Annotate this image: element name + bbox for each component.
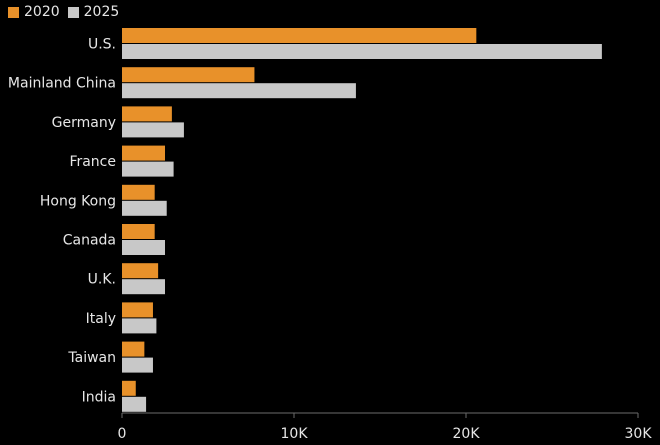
category-label: Canada xyxy=(63,233,116,249)
bar-2020 xyxy=(122,184,155,200)
x-tick-label: 0 xyxy=(118,426,127,442)
legend-label-2020: 2020 xyxy=(24,4,60,20)
bar-2025 xyxy=(122,318,157,334)
category-label: Italy xyxy=(86,311,116,327)
x-tick-label: 30K xyxy=(625,426,653,442)
bar-2020 xyxy=(122,263,159,279)
bar-2020 xyxy=(122,106,172,122)
bar-2025 xyxy=(122,200,167,216)
bar-2025 xyxy=(122,161,174,177)
legend-item-2025: 2025 xyxy=(67,4,120,20)
bar-2025 xyxy=(122,83,356,99)
bar-2020 xyxy=(122,380,136,396)
category-label: Hong Kong xyxy=(40,193,116,209)
bar-2020 xyxy=(122,302,153,318)
bar-2020 xyxy=(122,67,255,83)
category-label: Taiwan xyxy=(67,350,116,366)
legend-swatch-2020 xyxy=(8,6,19,18)
bar-2020 xyxy=(122,28,477,43)
bar-2025 xyxy=(122,396,147,412)
category-label: Mainland China xyxy=(8,76,116,92)
category-label: U.S. xyxy=(88,37,116,53)
bar-2025 xyxy=(122,357,153,373)
bar-2020 xyxy=(122,224,155,239)
legend-swatch-2025 xyxy=(67,6,79,18)
legend-label-2025: 2025 xyxy=(83,4,120,20)
x-tick-label: 10K xyxy=(281,426,309,442)
x-tick-label: 20K xyxy=(453,426,481,442)
bar-2020 xyxy=(122,341,145,357)
category-label: India xyxy=(82,389,116,405)
category-label: Germany xyxy=(52,115,116,131)
bar-2025 xyxy=(122,240,165,255)
bar-2025 xyxy=(122,279,165,295)
bar-2025 xyxy=(122,122,184,138)
chart-legend: 2020 2025 xyxy=(8,4,127,20)
bar-2020 xyxy=(122,145,165,161)
legend-item-2020: 2020 xyxy=(8,4,60,20)
bar-2025 xyxy=(122,44,602,59)
category-label: France xyxy=(69,154,116,170)
category-label: U.K. xyxy=(88,272,116,288)
